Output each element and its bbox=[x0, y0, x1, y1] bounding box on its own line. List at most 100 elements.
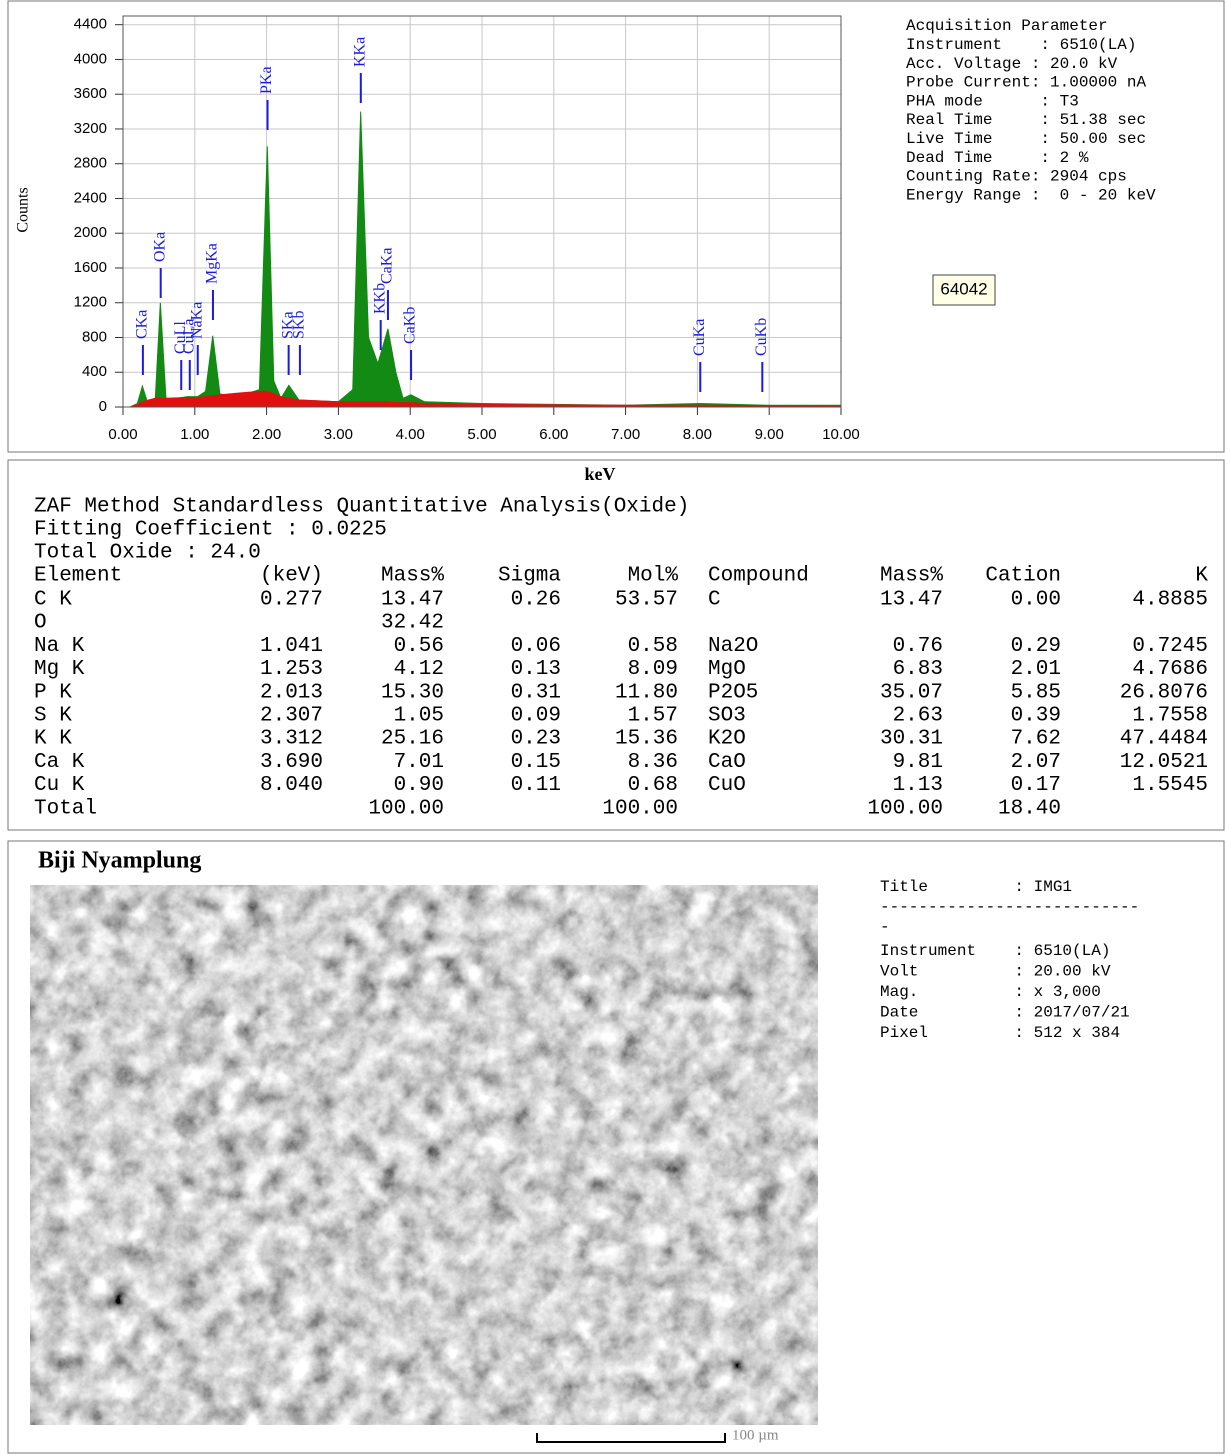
x-tick-label: 1.00 bbox=[180, 426, 209, 443]
y-tick-label: 1200 bbox=[74, 294, 107, 311]
acquisition-line: Real Time : 51.38 sec bbox=[906, 111, 1146, 129]
table-cell: P2O5 bbox=[708, 681, 758, 704]
table-cell: 32.42 bbox=[381, 612, 444, 635]
x-tick-label: 4.00 bbox=[396, 426, 425, 443]
analysis-panel bbox=[7, 459, 1225, 831]
sem-image bbox=[30, 885, 818, 1425]
table-cell: 26.8076 bbox=[1120, 681, 1208, 704]
table-cell: 15.30 bbox=[381, 681, 444, 704]
table-cell: 0.26 bbox=[511, 589, 561, 612]
table-cell: 8.09 bbox=[628, 658, 678, 681]
table-cell: 0.11 bbox=[511, 774, 561, 797]
table-cell: Sigma bbox=[498, 565, 561, 588]
x-tick-label: 10.00 bbox=[822, 426, 860, 443]
image-title: Biji Nyamplung bbox=[38, 848, 201, 874]
x-tick-label: 8.00 bbox=[683, 426, 712, 443]
table-cell: P K bbox=[34, 681, 72, 704]
table-cell: 0.90 bbox=[394, 774, 444, 797]
image-info-line: Pixel : 512 x 384 bbox=[880, 1024, 1120, 1042]
analysis-title: ZAF Method Standardless Quantitative Ana… bbox=[34, 496, 689, 519]
table-cell: Mass% bbox=[381, 565, 444, 588]
table-cell: 1.5545 bbox=[1132, 774, 1208, 797]
acquisition-line: PHA mode : T3 bbox=[906, 92, 1079, 110]
table-cell: S K bbox=[34, 705, 72, 728]
table-cell: 100.00 bbox=[368, 797, 444, 820]
peak-label: MgKa bbox=[204, 243, 221, 284]
table-cell: CuO bbox=[708, 774, 746, 797]
table-cell: 2.013 bbox=[260, 681, 323, 704]
table-cell: 2.07 bbox=[1011, 751, 1061, 774]
y-axis-label: Counts bbox=[15, 187, 32, 232]
acquisition-line: Energy Range : 0 - 20 keV bbox=[906, 186, 1156, 204]
table-cell: 18.40 bbox=[998, 797, 1061, 820]
table-cell: 0.29 bbox=[1011, 635, 1061, 658]
scale-bar bbox=[536, 1433, 726, 1443]
peak-label: PKa bbox=[258, 66, 275, 94]
spectrum-area bbox=[130, 390, 842, 408]
table-cell: 13.47 bbox=[880, 589, 943, 612]
acquisition-line: Acquisition Parameter bbox=[906, 17, 1108, 35]
image-info-line: Title : IMG1 bbox=[880, 878, 1072, 896]
image-info-line: - bbox=[880, 918, 890, 936]
table-cell: 4.8885 bbox=[1132, 589, 1208, 612]
table-cell: 53.57 bbox=[615, 589, 678, 612]
peak-label: CuKa bbox=[691, 319, 708, 356]
table-cell: K bbox=[1195, 565, 1208, 588]
table-cell: 0.15 bbox=[511, 751, 561, 774]
analysis-title: Total Oxide : 24.0 bbox=[34, 542, 261, 565]
analysis-title: Fitting Coefficient : 0.0225 bbox=[34, 519, 387, 542]
table-cell: 3.690 bbox=[260, 751, 323, 774]
table-cell: 0.09 bbox=[511, 705, 561, 728]
table-cell: 5.85 bbox=[1011, 681, 1061, 704]
x-tick-label: 0.00 bbox=[108, 426, 137, 443]
table-cell: 9.81 bbox=[893, 751, 943, 774]
table-cell: 0.17 bbox=[1011, 774, 1061, 797]
plot-frame bbox=[122, 15, 842, 408]
image-info-line: Mag. : x 3,000 bbox=[880, 983, 1101, 1001]
table-cell: 1.13 bbox=[893, 774, 943, 797]
table-cell: 35.07 bbox=[880, 681, 943, 704]
y-tick-label: 3200 bbox=[74, 120, 107, 137]
table-cell: Mass% bbox=[880, 565, 943, 588]
table-cell: 100.00 bbox=[602, 797, 678, 820]
table-cell: 11.80 bbox=[615, 681, 678, 704]
table-cell: 0.56 bbox=[394, 635, 444, 658]
table-cell: 0.39 bbox=[1011, 705, 1061, 728]
table-cell: 15.36 bbox=[615, 728, 678, 751]
table-cell: 1.05 bbox=[394, 705, 444, 728]
table-cell: MgO bbox=[708, 658, 746, 681]
y-tick-label: 4400 bbox=[74, 16, 107, 33]
x-tick-label: 5.00 bbox=[467, 426, 496, 443]
table-cell: 2.01 bbox=[1011, 658, 1061, 681]
table-cell: 0.76 bbox=[893, 635, 943, 658]
table-cell: 2.63 bbox=[893, 705, 943, 728]
table-cell: 3.312 bbox=[260, 728, 323, 751]
table-cell: CaO bbox=[708, 751, 746, 774]
y-tick-label: 2400 bbox=[74, 189, 107, 206]
table-cell: Element bbox=[34, 565, 122, 588]
table-cell: Mg K bbox=[34, 658, 85, 681]
acquisition-line: Dead Time : 2 % bbox=[906, 149, 1089, 167]
table-cell: 0.00 bbox=[1011, 589, 1061, 612]
peak-label: KKa bbox=[351, 37, 368, 67]
table-cell: Ca K bbox=[34, 751, 85, 774]
table-cell: Na K bbox=[34, 635, 85, 658]
y-tick-label: 4000 bbox=[74, 50, 107, 67]
table-cell: 7.62 bbox=[1011, 728, 1061, 751]
x-tick-label: 2.00 bbox=[252, 426, 281, 443]
x-tick-label: 7.00 bbox=[611, 426, 640, 443]
peak-label: NaKa bbox=[188, 302, 205, 339]
table-cell: 1.253 bbox=[260, 658, 323, 681]
table-cell: 0.13 bbox=[511, 658, 561, 681]
table-cell: C K bbox=[34, 589, 72, 612]
y-tick-label: 2000 bbox=[74, 224, 107, 241]
table-cell: SO3 bbox=[708, 705, 746, 728]
x-tick-label: 6.00 bbox=[539, 426, 568, 443]
table-cell: 12.0521 bbox=[1120, 751, 1208, 774]
table-cell: Na2O bbox=[708, 635, 758, 658]
table-cell: 1.57 bbox=[628, 705, 678, 728]
peak-label: CuKb bbox=[753, 318, 770, 356]
table-cell: 0.68 bbox=[628, 774, 678, 797]
table-cell: 100.00 bbox=[867, 797, 943, 820]
table-cell: 6.83 bbox=[893, 658, 943, 681]
